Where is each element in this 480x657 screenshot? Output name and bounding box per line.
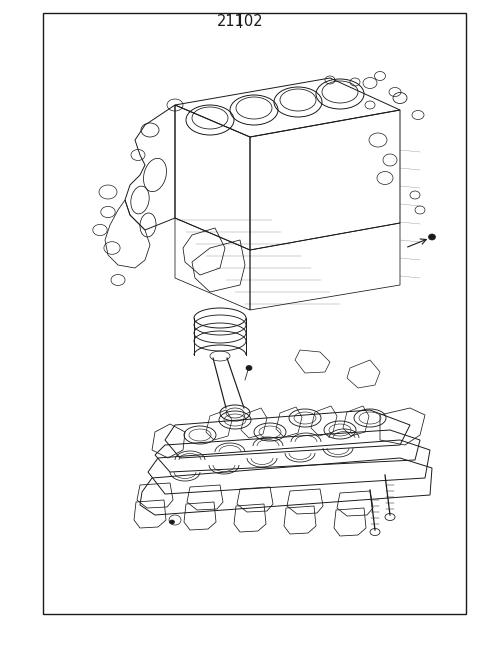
- Text: 21102: 21102: [216, 14, 264, 28]
- Ellipse shape: [246, 365, 252, 371]
- Bar: [43, 13, 466, 614]
- Ellipse shape: [169, 520, 175, 524]
- Ellipse shape: [429, 234, 435, 240]
